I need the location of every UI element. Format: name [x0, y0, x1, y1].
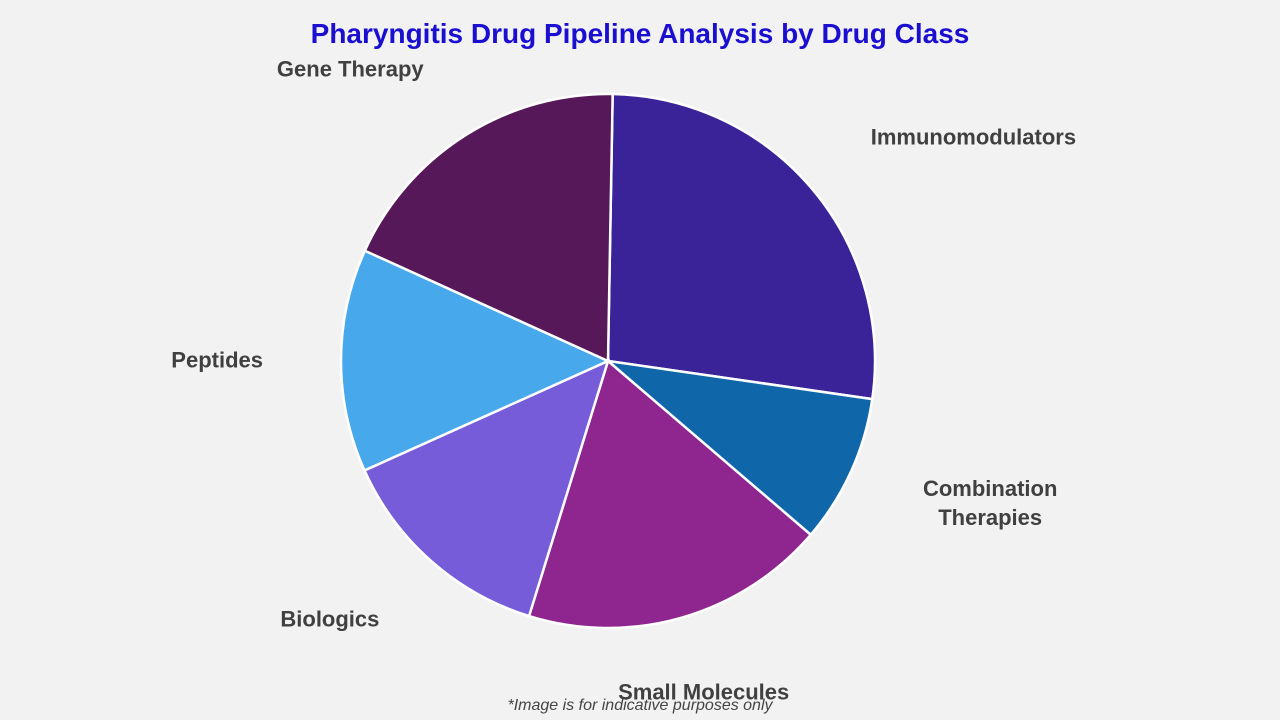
pie-slice-gene-therapy [363, 92, 614, 363]
slice-label-biologics: Biologics [280, 606, 379, 631]
pie-slice-combination-therapies [603, 359, 874, 537]
pie-slice-immunomodulators [606, 92, 877, 401]
pie-slice-peptides [339, 249, 612, 473]
chart-title: Pharyngitis Drug Pipeline Analysis by Dr… [310, 18, 970, 49]
slice-label-peptides: Peptides [171, 347, 263, 372]
slice-label-small-molecules: Small Molecules [618, 679, 789, 704]
slice-label-immunomodulators: Immunomodulators [871, 124, 1076, 149]
pie-slice-small-molecules [527, 358, 813, 630]
pie-slice-biologics [362, 358, 611, 618]
footnote: *Image is for indicative purposes only [507, 697, 773, 714]
slice-label-combination-therapies: Combination Therapies [923, 476, 1057, 530]
slice-label-gene-therapy: Gene Therapy [277, 56, 424, 81]
